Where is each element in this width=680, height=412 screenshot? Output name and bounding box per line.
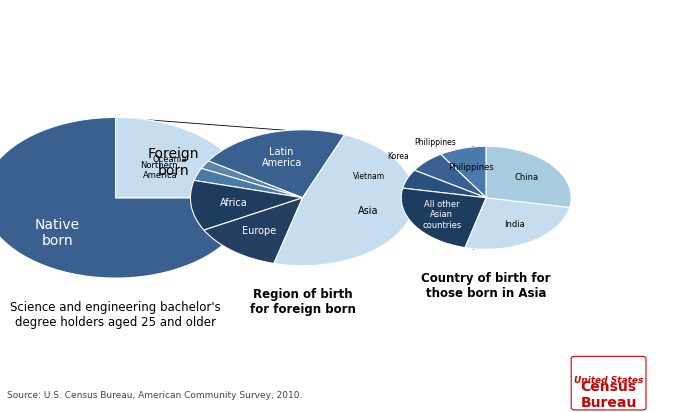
Wedge shape <box>116 117 248 198</box>
Text: Country of birth for
those born in Asia: Country of birth for those born in Asia <box>422 272 551 300</box>
Wedge shape <box>208 130 345 198</box>
Text: India: India <box>504 220 525 229</box>
Wedge shape <box>403 170 486 198</box>
Text: Science and engineering bachelor's
degree holders aged 25 and older: Science and engineering bachelor's degre… <box>10 301 221 329</box>
Wedge shape <box>441 146 486 198</box>
Wedge shape <box>204 198 303 264</box>
Wedge shape <box>194 169 303 198</box>
Text: Africa: Africa <box>220 198 248 208</box>
Text: All other
Asian
countries: All other Asian countries <box>422 200 461 230</box>
Text: Source: U.S. Census Bureau, American Community Survey, 2010.: Source: U.S. Census Bureau, American Com… <box>7 391 302 400</box>
Text: Korea: Korea <box>388 152 409 162</box>
Wedge shape <box>465 198 570 249</box>
Wedge shape <box>190 180 303 230</box>
Text: Latin
America: Latin America <box>261 147 302 169</box>
Text: Census
Bureau: Census Bureau <box>581 380 636 410</box>
Text: Oceania: Oceania <box>152 155 187 164</box>
Wedge shape <box>0 117 248 278</box>
Text: China: China <box>515 173 539 182</box>
Text: Europe: Europe <box>243 226 277 236</box>
Text: Philippines: Philippines <box>449 163 494 171</box>
Wedge shape <box>401 188 486 248</box>
Text: United States: United States <box>574 376 643 385</box>
Text: Northern
America: Northern America <box>141 161 178 180</box>
Text: Foreign
born: Foreign born <box>148 147 199 178</box>
Text: Native
born: Native born <box>35 218 80 248</box>
Text: Vietnam: Vietnam <box>353 172 385 181</box>
Wedge shape <box>201 161 303 198</box>
Text: Philippines: Philippines <box>414 138 456 147</box>
Wedge shape <box>486 146 571 207</box>
Wedge shape <box>414 154 486 198</box>
Text: Region of birth
for foreign born: Region of birth for foreign born <box>250 288 356 316</box>
Wedge shape <box>274 135 415 266</box>
Text: Asia: Asia <box>358 206 379 216</box>
